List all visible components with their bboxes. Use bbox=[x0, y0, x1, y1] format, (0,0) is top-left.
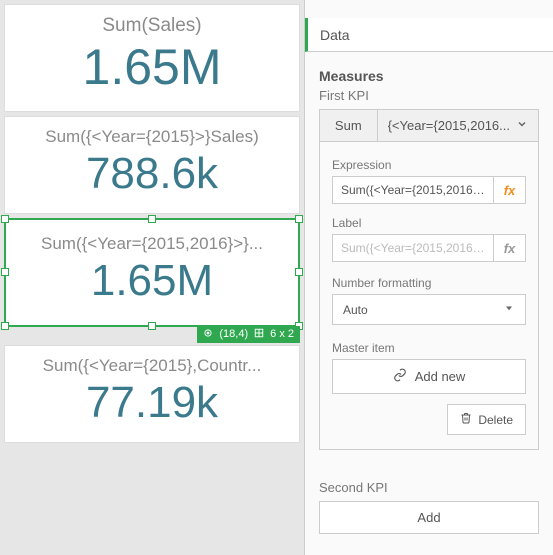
resize-handle[interactable] bbox=[1, 268, 9, 276]
add-label: Add bbox=[417, 510, 440, 525]
resize-handle[interactable] bbox=[1, 215, 9, 223]
delete-button[interactable]: Delete bbox=[447, 404, 526, 435]
grid-icon bbox=[254, 328, 264, 341]
properties-panel: Data Measures First KPI Sum {<Year={2015… bbox=[304, 0, 553, 555]
label-label: Label bbox=[332, 216, 526, 230]
tab-data[interactable]: Data bbox=[305, 18, 553, 52]
kpi-value: 77.19k bbox=[13, 378, 291, 429]
resize-handle[interactable] bbox=[295, 268, 303, 276]
kpi-value: 1.65M bbox=[13, 39, 291, 97]
number-formatting-select[interactable]: Auto bbox=[332, 294, 526, 325]
selection-pos: (18,4) bbox=[219, 328, 248, 340]
link-icon bbox=[393, 368, 407, 385]
kpi-label: Sum({<Year={2015},Countr... bbox=[13, 356, 291, 376]
expression-label: Expression bbox=[332, 158, 526, 172]
aggregation-type: Sum bbox=[320, 110, 378, 141]
kpi-card[interactable]: Sum({<Year={2015}>}Sales) 788.6k bbox=[4, 116, 300, 215]
fx-button[interactable]: fx bbox=[494, 176, 526, 204]
chevron-down-icon bbox=[516, 118, 528, 133]
selection-badge: (18,4) 6 x 2 bbox=[197, 326, 300, 343]
kpi-label: Sum({<Year={2015}>}Sales) bbox=[13, 127, 291, 147]
number-formatting-value: Auto bbox=[343, 303, 503, 317]
number-formatting-label: Number formatting bbox=[332, 276, 526, 290]
trash-icon bbox=[460, 412, 472, 427]
resize-handle[interactable] bbox=[1, 322, 9, 330]
aggregation-selector[interactable]: Sum {<Year={2015,2016... bbox=[319, 109, 539, 142]
fx-button[interactable]: fx bbox=[494, 234, 526, 262]
selection-size: 6 x 2 bbox=[270, 328, 294, 340]
caret-down-icon bbox=[503, 302, 515, 317]
resize-handle[interactable] bbox=[295, 215, 303, 223]
label-input[interactable]: Sum({<Year={2015,2016}... bbox=[332, 234, 494, 262]
delete-label: Delete bbox=[478, 413, 513, 427]
measures-heading: Measures bbox=[319, 68, 539, 84]
add-button[interactable]: Add bbox=[319, 501, 539, 534]
add-new-button[interactable]: Add new bbox=[332, 359, 526, 394]
kpi-label: Sum(Sales) bbox=[13, 15, 291, 37]
resize-handle[interactable] bbox=[148, 322, 156, 330]
kpi-value: 788.6k bbox=[13, 149, 291, 200]
resize-handle[interactable] bbox=[148, 215, 156, 223]
aggregation-expr: {<Year={2015,2016... bbox=[388, 118, 510, 133]
target-icon bbox=[203, 328, 213, 341]
kpi-card[interactable]: Sum(Sales) 1.65M bbox=[4, 4, 300, 112]
kpi-label: Sum({<Year={2015,2016}>}... bbox=[14, 234, 290, 254]
kpi-canvas: Sum(Sales) 1.65M Sum({<Year={2015}>}Sale… bbox=[0, 0, 304, 555]
expression-input[interactable]: Sum({<Year={2015,2016}>}S bbox=[332, 176, 494, 204]
tab-label: Data bbox=[320, 27, 350, 43]
second-kpi-label: Second KPI bbox=[319, 480, 539, 495]
kpi-card-selected[interactable]: Sum({<Year={2015,2016}>}... 1.65M (18,4)… bbox=[4, 218, 300, 327]
add-new-label: Add new bbox=[415, 369, 466, 384]
master-item-label: Master item bbox=[332, 341, 526, 355]
kpi-value: 1.65M bbox=[14, 256, 290, 307]
kpi-card[interactable]: Sum({<Year={2015},Countr... 77.19k bbox=[4, 345, 300, 444]
first-kpi-label: First KPI bbox=[319, 88, 539, 103]
